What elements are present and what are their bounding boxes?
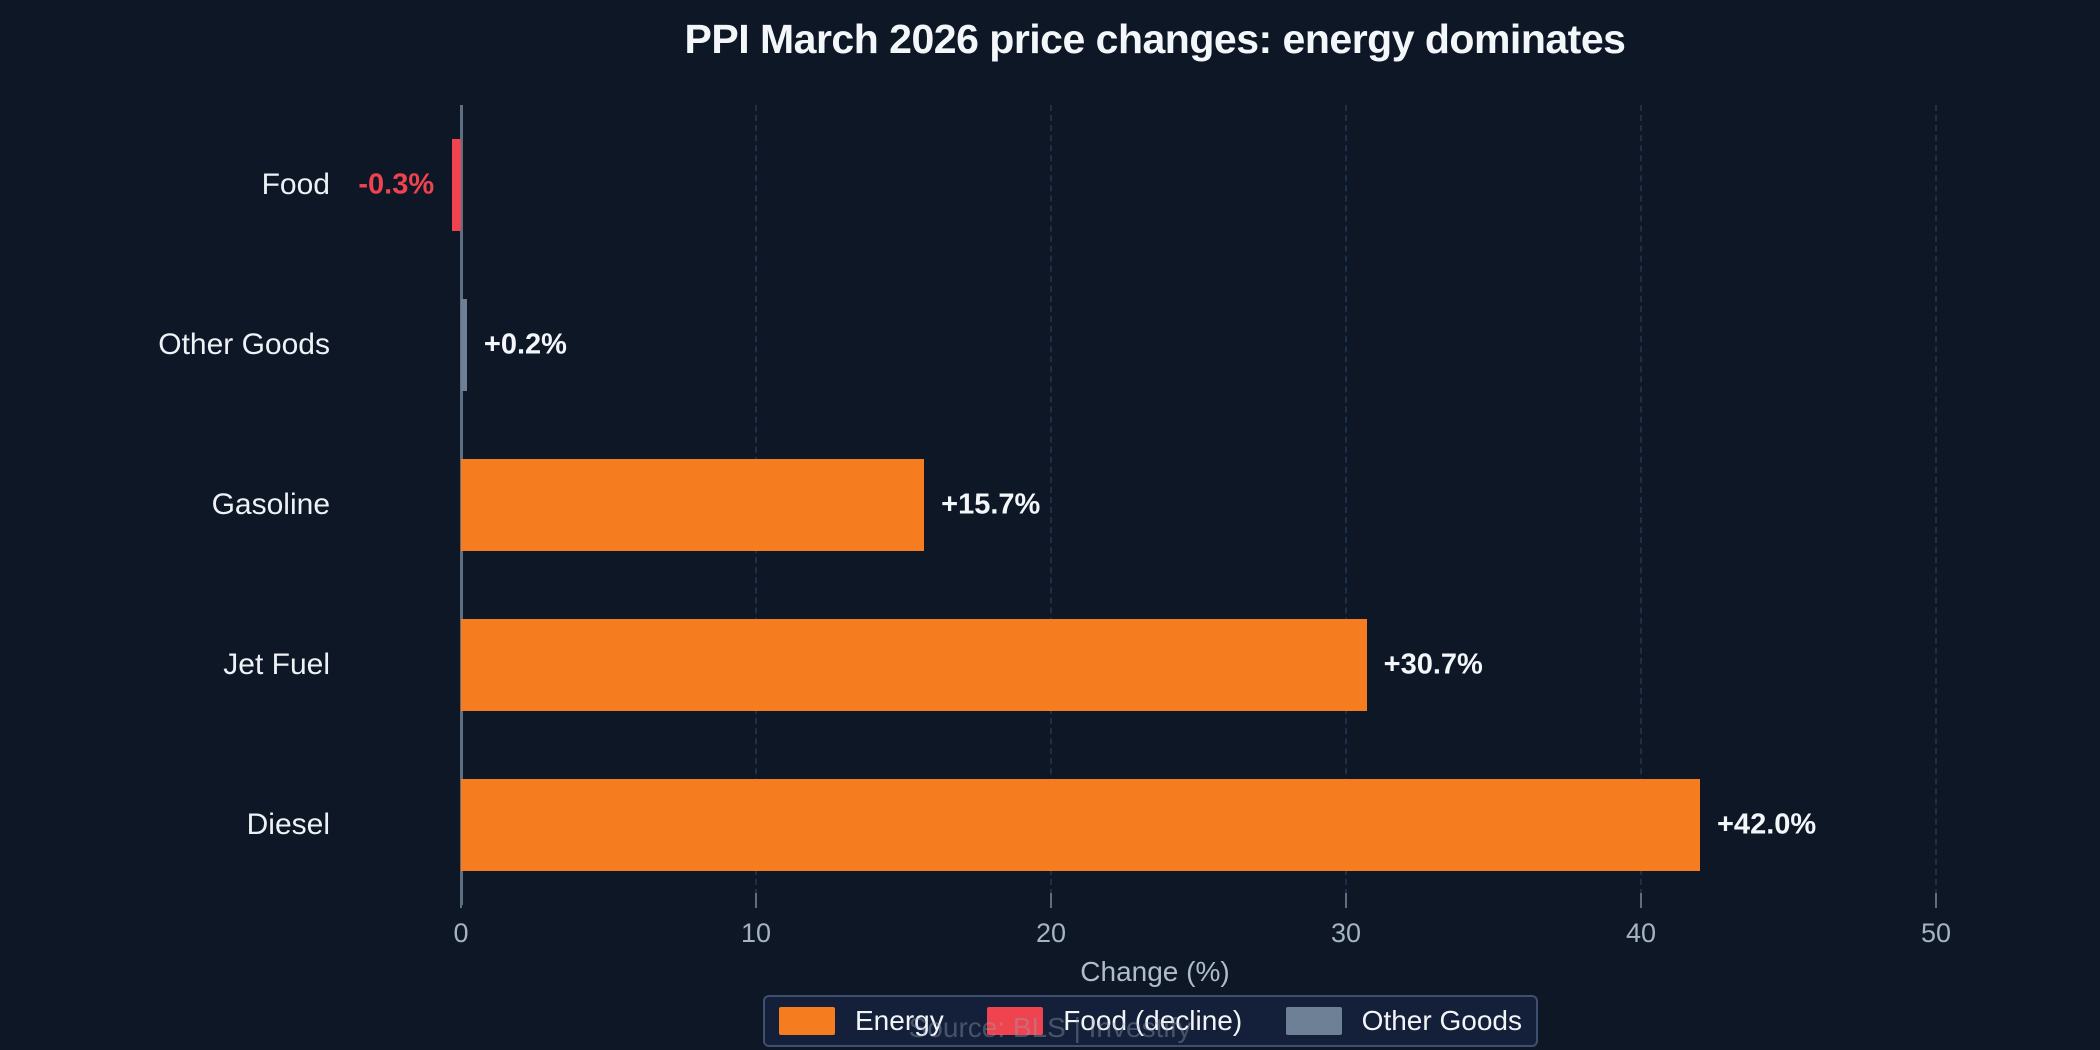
legend-entry-food-decline-: Food (decline) xyxy=(987,1005,1242,1037)
legend-label: Food (decline) xyxy=(1063,1005,1243,1036)
category-label: Food xyxy=(261,168,330,201)
legend-swatch-icon xyxy=(987,1007,1044,1035)
x-axis-label: Change (%) xyxy=(1080,956,1230,987)
x-tick-50 xyxy=(1935,893,1937,908)
legend: Energy Food (decline) Other Goods xyxy=(763,995,1538,1047)
bar-other-goods xyxy=(461,299,467,391)
category-label: Gasoline xyxy=(211,488,330,521)
x-tick-label-40: 40 xyxy=(1625,918,1657,948)
value-label: -0.3% xyxy=(358,168,435,201)
gridline-x-50 xyxy=(1935,105,1937,905)
x-tick-label-50: 50 xyxy=(1920,918,1952,948)
x-tick-20 xyxy=(1050,893,1052,908)
x-tick-40 xyxy=(1640,893,1642,908)
category-label: Other Goods xyxy=(158,328,330,361)
value-label: +42.0% xyxy=(1717,808,1817,841)
x-tick-label-0: 0 xyxy=(453,918,469,948)
gridline-x-30 xyxy=(1345,105,1347,905)
value-label: +15.7% xyxy=(941,488,1041,521)
value-label: +30.7% xyxy=(1383,648,1483,681)
x-tick-10 xyxy=(755,893,757,908)
x-tick-0 xyxy=(460,893,462,908)
bar-gasoline xyxy=(461,459,925,551)
value-label: +0.2% xyxy=(483,328,567,361)
legend-label: Other Goods xyxy=(1361,1005,1522,1036)
legend-swatch-icon xyxy=(1285,1007,1342,1035)
x-tick-label-10: 10 xyxy=(740,918,772,948)
gridline-x-20 xyxy=(1050,105,1052,905)
legend-entry-energy: Energy xyxy=(779,1005,944,1037)
legend-label: Energy xyxy=(855,1005,944,1036)
bar-diesel xyxy=(461,779,1700,871)
x-tick-30 xyxy=(1345,893,1347,908)
category-label: Jet Fuel xyxy=(223,648,330,681)
legend-swatch-icon xyxy=(779,1007,835,1035)
legend-entry-other-goods: Other Goods xyxy=(1285,1005,1522,1037)
source-note: Source: BLS | Investify xyxy=(908,1012,1192,1043)
x-tick-label-30: 30 xyxy=(1330,918,1362,948)
x-tick-label-20: 20 xyxy=(1035,918,1067,948)
chart-title: PPI March 2026 price changes: energy dom… xyxy=(684,16,1626,62)
gridline-x-40 xyxy=(1640,105,1642,905)
bar-food xyxy=(452,139,461,231)
bar-jet-fuel xyxy=(461,619,1367,711)
category-label: Diesel xyxy=(246,808,330,841)
